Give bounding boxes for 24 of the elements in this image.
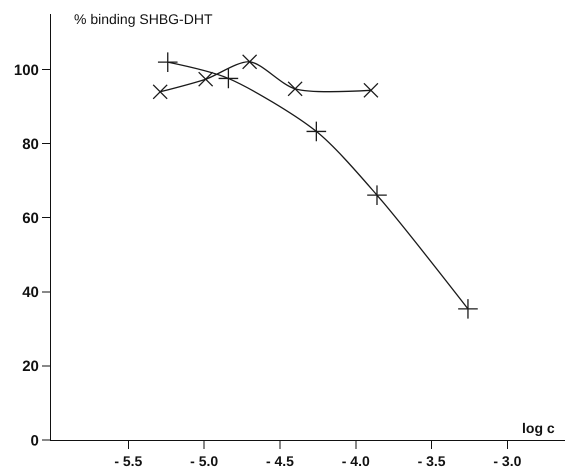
point	[198, 72, 214, 87]
x-tick-label: - 5.5	[114, 452, 143, 469]
point	[157, 52, 178, 73]
x-tick-label: - 3.0	[493, 452, 522, 469]
point	[152, 84, 168, 100]
x-tick-label: - 4.0	[342, 452, 370, 469]
point	[218, 68, 239, 89]
x-tick-label: - 3.5	[418, 452, 446, 469]
point	[366, 184, 388, 206]
x-tick-label: - 5.0	[190, 452, 218, 469]
x-axis-title: log c	[522, 420, 555, 436]
y-tick-label: 20	[22, 358, 39, 376]
x-tick-label: - 4.5	[266, 452, 294, 469]
point	[287, 81, 303, 96]
point	[242, 54, 258, 70]
y-tick-label: 40	[22, 284, 39, 302]
point	[363, 82, 379, 98]
y-tick-label: 80	[22, 136, 39, 153]
y-tick-label: 0	[30, 432, 39, 450]
y-tick-label: 60	[22, 210, 39, 227]
y-tick-label: 100	[14, 62, 39, 79]
point	[306, 120, 327, 142]
y-axis-title: % binding SHBG-DHT	[74, 11, 213, 27]
point	[458, 298, 478, 320]
